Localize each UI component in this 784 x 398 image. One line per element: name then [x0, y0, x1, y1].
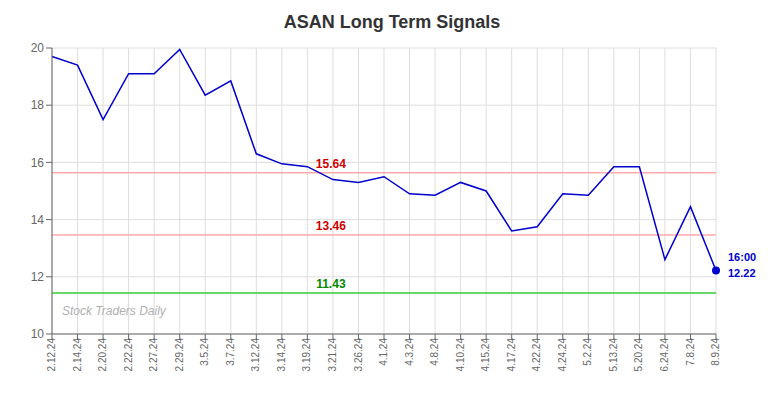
svg-text:4.1.24: 4.1.24: [378, 338, 389, 366]
svg-text:3.14.24: 3.14.24: [276, 338, 287, 372]
svg-text:3.26.24: 3.26.24: [353, 338, 364, 372]
svg-text:2.14.24: 2.14.24: [72, 338, 83, 372]
svg-text:5.20.24: 5.20.24: [633, 338, 644, 372]
svg-text:3.21.24: 3.21.24: [327, 338, 338, 372]
svg-text:10: 10: [31, 327, 45, 341]
svg-text:2.29.24: 2.29.24: [174, 338, 185, 372]
svg-text:2.27.24: 2.27.24: [148, 338, 159, 372]
svg-text:4.15.24: 4.15.24: [480, 338, 491, 372]
svg-text:16: 16: [31, 156, 45, 170]
svg-text:2.12.24: 2.12.24: [46, 338, 57, 372]
svg-text:4.8.24: 4.8.24: [429, 338, 440, 366]
svg-text:3.19.24: 3.19.24: [301, 338, 312, 372]
svg-text:6.24.24: 6.24.24: [659, 338, 670, 372]
svg-text:14: 14: [31, 213, 45, 227]
svg-text:3.5.24: 3.5.24: [199, 338, 210, 366]
svg-text:4.22.24: 4.22.24: [531, 338, 542, 372]
svg-text:4.17.24: 4.17.24: [506, 338, 517, 372]
svg-text:3.12.24: 3.12.24: [250, 338, 261, 372]
svg-text:12.22: 12.22: [728, 267, 756, 279]
svg-text:5.2.24: 5.2.24: [582, 338, 593, 366]
svg-text:11.43: 11.43: [316, 277, 346, 291]
svg-text:7.8.24: 7.8.24: [685, 338, 696, 366]
svg-text:2.20.24: 2.20.24: [97, 338, 108, 372]
svg-text:8.9.24: 8.9.24: [710, 338, 721, 366]
svg-text:13.46: 13.46: [316, 219, 346, 233]
html-text:ASAN Long Term Signals: ASAN Long Term Signals: [283, 12, 501, 32]
svg-text:2.22.24: 2.22.24: [123, 338, 134, 372]
svg-text:4.10.24: 4.10.24: [455, 338, 466, 372]
svg-text:20: 20: [31, 41, 45, 55]
svg-text:5.13.24: 5.13.24: [608, 338, 619, 372]
svg-text:15.64: 15.64: [316, 157, 346, 171]
svg-text:3.7.24: 3.7.24: [225, 338, 236, 366]
svg-text:12: 12: [31, 270, 45, 284]
html-text:Stock Traders Daily: Stock Traders Daily: [62, 304, 166, 318]
svg-text:4.3.24: 4.3.24: [404, 338, 415, 366]
svg-text:18: 18: [31, 98, 45, 112]
svg-text:16:00: 16:00: [728, 251, 756, 263]
svg-text:4.24.24: 4.24.24: [557, 338, 568, 372]
